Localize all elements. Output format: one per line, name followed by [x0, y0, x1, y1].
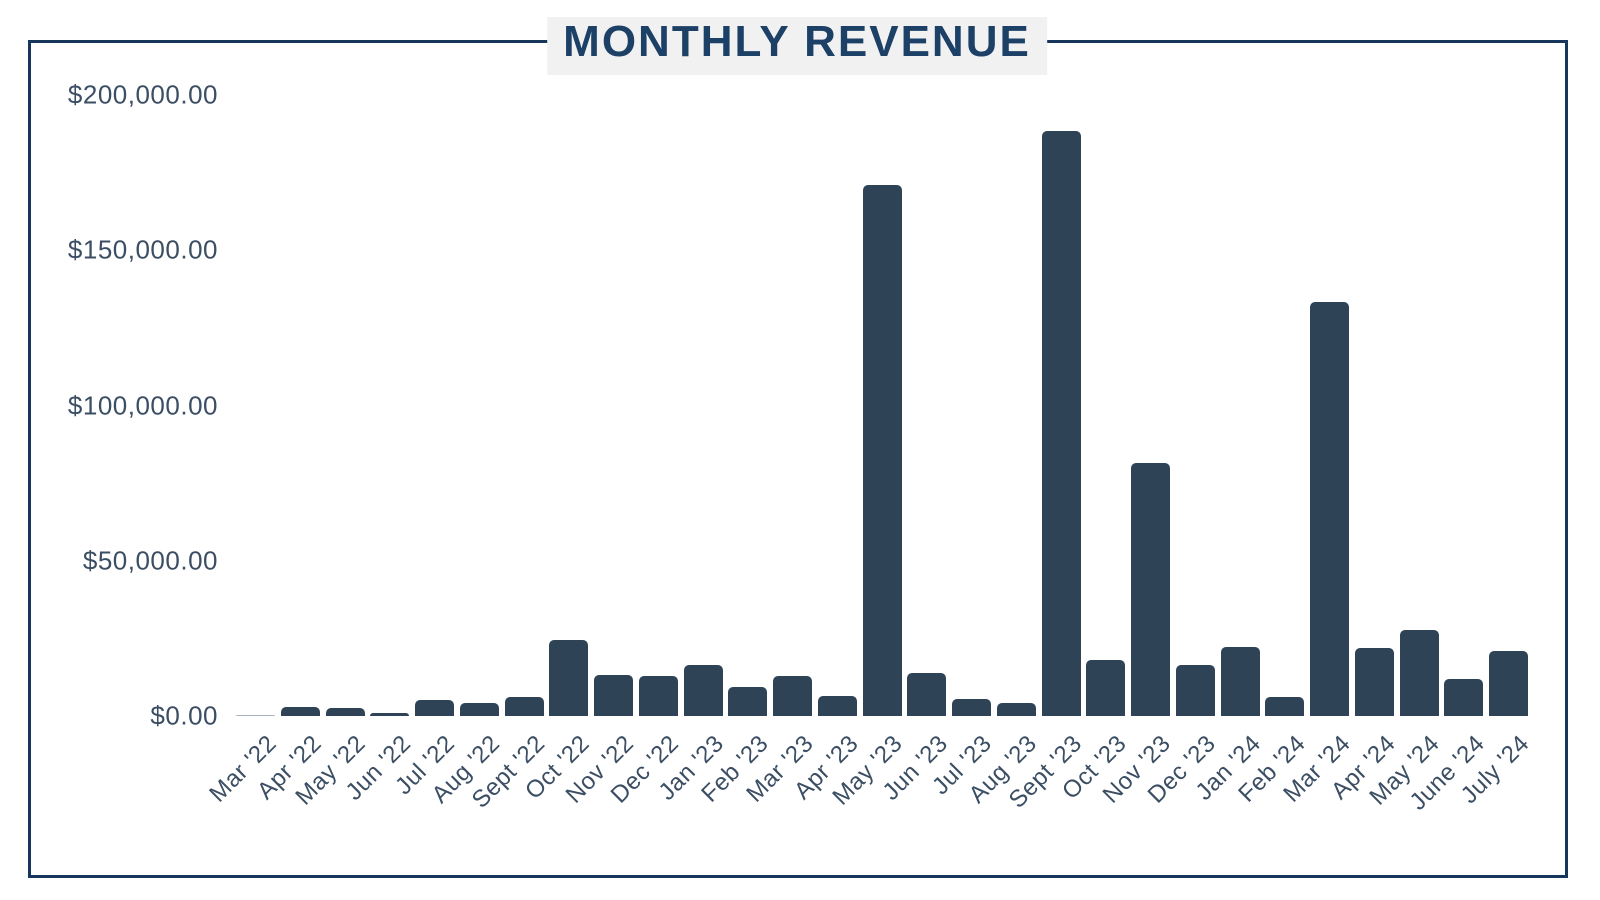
bar-jan--24	[1220, 647, 1260, 716]
bar-jun--23	[907, 672, 947, 716]
bar-june--24	[1444, 678, 1484, 716]
bar-july--24	[1489, 650, 1528, 716]
bar-feb--23	[728, 687, 768, 716]
bar-oct--22	[549, 640, 589, 716]
bar-aug--22	[459, 703, 499, 716]
bar-may--23	[862, 185, 902, 716]
bar-series	[236, 76, 1528, 716]
bar-apr--22	[280, 707, 320, 716]
y-tick-label: $100,000.00	[67, 390, 218, 420]
bar-nov--22	[594, 674, 633, 716]
bar-feb--24	[1265, 696, 1305, 716]
x-axis: Mar '22 Apr '22 May '22 Jun '22 Jul '22 Aug '…	[204, 716, 1535, 896]
bar-jan--23	[683, 665, 723, 716]
bar-aug--23	[996, 703, 1036, 716]
bar-dec--22	[638, 675, 678, 716]
bar-may--24	[1399, 629, 1439, 716]
bar-mar--24	[1310, 301, 1349, 716]
chart-title-box: MONTHLY REVENUE	[547, 17, 1047, 76]
bar-may--22	[325, 707, 365, 716]
bar-apr--24	[1354, 648, 1394, 716]
bar-mar--22	[236, 715, 275, 716]
bar-sept--22	[504, 697, 544, 716]
bar-nov--23	[1131, 462, 1170, 716]
bar-jul--23	[952, 699, 991, 716]
y-axis: $0.00 $50,000.00 $100,000.00 $150,000.00 $20…	[40, 0, 218, 900]
y-tick-label: $0.00	[150, 700, 218, 731]
y-tick-label: $50,000.00	[82, 545, 218, 576]
bar-apr--23	[817, 696, 857, 716]
bar-oct--23	[1086, 660, 1126, 716]
bar-mar--23	[773, 675, 812, 716]
chart-title: MONTHLY REVENUE	[563, 17, 1031, 66]
bar-jun--22	[370, 712, 410, 716]
y-tick-label: $200,000.00	[67, 79, 218, 110]
bar-jul--22	[415, 700, 454, 716]
bar-sept--23	[1041, 130, 1081, 716]
y-tick-label: $150,000.00	[67, 234, 218, 265]
bar-dec--23	[1175, 664, 1215, 716]
